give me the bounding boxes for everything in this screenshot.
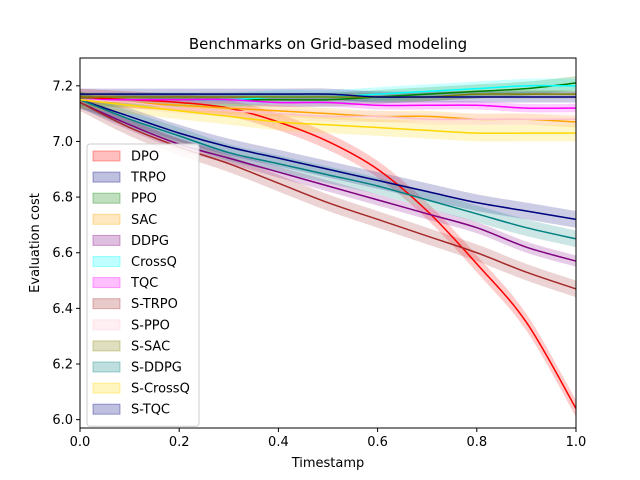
legend-swatch-sac xyxy=(92,213,121,225)
y-tick-label: 6.0 xyxy=(52,413,73,428)
legend-label-s-ppo: S-PPO xyxy=(131,318,170,333)
line-s-trpo xyxy=(79,101,577,290)
legend-swatch-crossq xyxy=(92,256,121,267)
legend-swatch-s-tqc xyxy=(92,403,121,415)
legend-swatch-tqc xyxy=(92,277,121,289)
series-lines xyxy=(79,82,577,409)
y-tick-label: 6.4 xyxy=(52,302,73,317)
plot-frame xyxy=(79,57,577,429)
line-tqc xyxy=(80,98,577,110)
band-trpo xyxy=(80,91,576,228)
y-tick-label: 6.6 xyxy=(52,246,73,261)
line-ddpg xyxy=(79,101,577,262)
y-axis: 6.0 6.2 6.4 6.6 6.8 7.0 7.2 xyxy=(52,79,80,428)
legend-swatch-s-ddpg xyxy=(92,361,121,373)
legend-box xyxy=(86,143,200,427)
legend-swatch-trpo xyxy=(92,171,121,183)
legend-swatch-ppo xyxy=(92,192,121,204)
y-tick-label: 6.2 xyxy=(52,358,73,373)
line-s-crossq xyxy=(79,98,576,135)
line-trpo xyxy=(79,99,577,221)
y-axis-label: Evaluation cost xyxy=(28,193,43,293)
legend-label-s-trpo: S-TRPO xyxy=(131,297,178,312)
legend-swatch-s-ppo xyxy=(92,319,121,331)
legend: DPO TRPO PPO SAC DDPG CrossQ TQC S-TRPO S-PPO S-S… xyxy=(86,143,200,427)
legend-label-ppo: PPO xyxy=(131,192,157,207)
legend-swatch-s-trpo xyxy=(92,298,121,310)
chart-title: Benchmarks on Grid-based modeling xyxy=(189,35,467,53)
line-s-ppo xyxy=(79,98,576,121)
x-axis: 0.0 0.2 0.4 0.6 0.8 1.0 xyxy=(70,428,587,450)
x-tick-label: 0.4 xyxy=(268,435,289,450)
legend-swatch-s-sac xyxy=(92,340,121,352)
band-ddpg xyxy=(80,96,576,267)
x-axis-label: Timestamp xyxy=(291,456,365,471)
band-s-trpo xyxy=(80,94,576,298)
x-tick-label: 0.2 xyxy=(169,435,190,450)
legend-label-sac: SAC xyxy=(131,213,157,228)
x-tick-label: 1.0 xyxy=(566,435,587,450)
y-tick-label: 7.0 xyxy=(52,135,73,150)
y-tick-label: 7.2 xyxy=(52,79,73,94)
line-s-ddpg xyxy=(79,99,577,240)
legend-label-s-tqc: S-TQC xyxy=(131,403,170,418)
legend-swatch-dpo xyxy=(92,150,121,162)
x-tick-label: 0.6 xyxy=(367,435,388,450)
legend-label-dpo: DPO xyxy=(131,150,159,165)
legend-label-s-crossq: S-CrossQ xyxy=(131,382,190,397)
legend-label-ddpg: DDPG xyxy=(131,234,169,249)
line-s-sac xyxy=(79,93,576,98)
legend-label-trpo: TRPO xyxy=(130,171,166,186)
legend-swatch-ddpg xyxy=(92,234,121,246)
legend-swatch-s-crossq xyxy=(92,382,121,394)
legend-label-s-sac: S-SAC xyxy=(131,339,170,354)
x-tick-label: 0.0 xyxy=(70,435,91,450)
x-tick-label: 0.8 xyxy=(466,435,487,450)
line-dpo xyxy=(79,96,577,409)
line-s-tqc xyxy=(79,93,576,98)
legend-label-s-ddpg: S-DDPG xyxy=(131,361,182,376)
legend-label-tqc: TQC xyxy=(130,276,158,291)
y-tick-label: 6.8 xyxy=(52,191,73,206)
legend-label-crossq: CrossQ xyxy=(131,255,177,270)
